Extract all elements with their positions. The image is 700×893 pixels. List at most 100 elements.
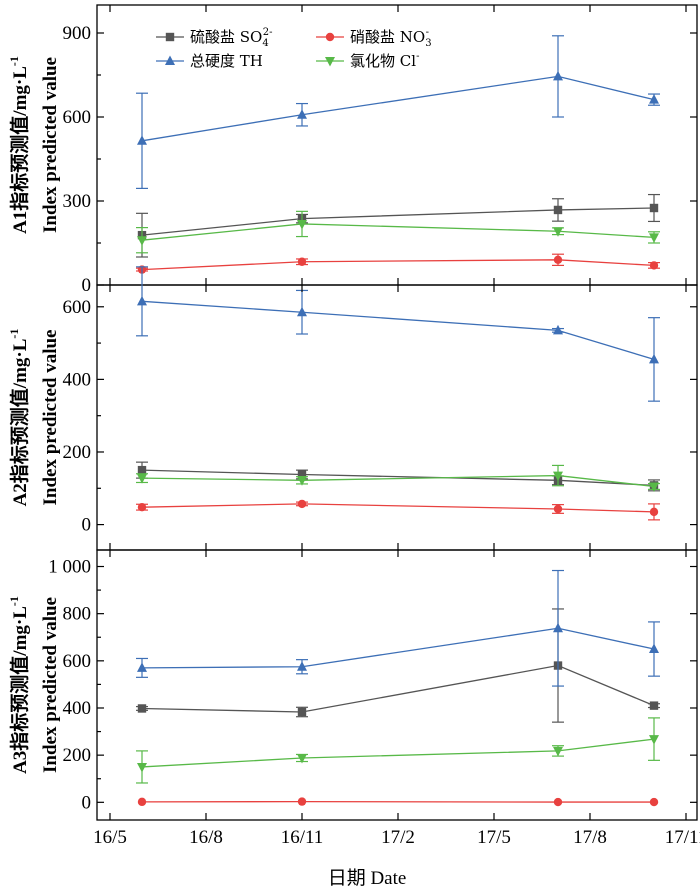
series-line (141, 223, 655, 241)
legend-marker (325, 57, 335, 67)
panel-frame (96, 4, 698, 286)
data-point (649, 203, 659, 213)
series-line (141, 259, 655, 271)
series-th (136, 35, 660, 189)
y-axis-label-en: Index predicted value (40, 330, 61, 506)
legend-formula-sup: - (426, 27, 429, 38)
series-so (136, 193, 660, 258)
series-th (136, 569, 660, 687)
legend-formula-sub: 3 (425, 38, 431, 49)
data-point (649, 233, 659, 243)
legend-item: 硝酸盐 NO3- (316, 27, 432, 49)
legend-formula: TH (240, 52, 263, 70)
data-point (297, 797, 307, 806)
data-point (297, 499, 307, 509)
panel-a3: 0 200 400 600 800 1 000 A3指标预测值/mg·L-1 Index pr… (7, 549, 698, 821)
legend-label: 硝酸盐 NO3- (350, 27, 432, 49)
y-axis-label-en: Index predicted value (40, 57, 61, 233)
series-line (141, 474, 655, 488)
series-no (136, 253, 660, 274)
legend-formula-sub: 4 (262, 38, 268, 49)
series-so (136, 461, 660, 492)
legend-name: 氯化物 (350, 52, 400, 70)
y-tick-label: 0 (82, 515, 92, 536)
legend-formula-sup: 2- (263, 27, 273, 38)
data-point (649, 507, 659, 517)
y-axis-label-sup: -1 (7, 56, 21, 66)
data-point (297, 707, 307, 717)
y-axis-label-sup: -1 (7, 329, 21, 339)
y-tick-label: 600 (63, 297, 92, 318)
data-point (297, 306, 307, 317)
y-axis-label-en: Index predicted value (40, 597, 61, 773)
y-axis-label-cn-text: A2指标预测值/mg·L (8, 339, 31, 507)
data-point (649, 701, 659, 710)
data-point (553, 70, 563, 81)
y-axis-label-cn-text: A1指标预测值/mg·L (8, 66, 31, 234)
series-line (141, 738, 655, 768)
y-tick-label: 400 (63, 369, 92, 390)
legend-label: 总硬度 TH (190, 52, 263, 70)
x-tick-label: 17/2 (381, 827, 415, 848)
y-tick-label: 0 (82, 792, 92, 813)
y-tick-label: 200 (63, 442, 92, 463)
legend-item: 硫酸盐 SO42- (156, 27, 272, 49)
panel-frame (96, 549, 698, 821)
y-tick-label: 1 000 (48, 557, 91, 578)
data-point (137, 236, 147, 246)
data-point (553, 324, 563, 335)
legend-name: 总硬度 (190, 52, 240, 70)
series-line (141, 300, 655, 361)
data-point (137, 662, 147, 672)
y-tick-label: 300 (63, 191, 92, 212)
y-tick-label: 0 (82, 275, 92, 296)
series-line (141, 664, 655, 713)
data-point (297, 219, 307, 230)
legend-name: 硝酸盐 (350, 28, 400, 46)
legend-formula: NO (400, 28, 425, 46)
legend: 硫酸盐 SO42- 硝酸盐 NO3-总硬度 TH 氯化物 Cl- (156, 27, 432, 70)
y-tick-label: 600 (63, 107, 92, 128)
x-tick-label: 17/11 (665, 827, 700, 848)
data-point (297, 109, 307, 119)
data-point (137, 762, 147, 773)
data-point (553, 227, 563, 237)
y-axis-label-cn: A1指标预测值/mg·L-1 (7, 56, 31, 234)
series-line (141, 627, 655, 669)
y-tick-label: 200 (63, 745, 92, 766)
panel-a1: 0 300 600 900 A1指标预测值/mg·L-1 Index predicted … (7, 4, 698, 296)
legend-marker (165, 55, 175, 65)
y-axis-label-sup: -1 (7, 596, 21, 606)
data-point (553, 504, 563, 514)
x-tick-label: 16/5 (93, 827, 127, 848)
legend-label: 氯化物 Cl- (350, 51, 419, 70)
panel-a2: 0 200 400 600 A2指标预测值/mg·L-1 Index predicted … (7, 266, 698, 551)
legend-formula: SO (240, 28, 263, 46)
series-cl (136, 464, 660, 492)
legend-formula: Cl (400, 52, 416, 70)
y-tick-label: 600 (63, 651, 92, 672)
x-tick-label: 17/5 (477, 827, 511, 848)
legend-item: 氯化物 Cl- (316, 51, 419, 70)
data-point (297, 661, 307, 671)
data-point (649, 482, 659, 492)
data-point (649, 353, 659, 364)
legend-item: 总硬度 TH (156, 52, 263, 70)
series-so (136, 608, 660, 723)
legend-formula-sup: - (416, 51, 419, 62)
data-point (553, 255, 563, 264)
data-point (649, 261, 659, 270)
data-point (553, 471, 563, 482)
data-point (137, 135, 147, 145)
data-point (553, 746, 563, 757)
y-axis-label-cn-text: A3指标预测值/mg·L (8, 606, 31, 774)
x-tick-label: 16/8 (189, 827, 223, 848)
data-point (137, 465, 147, 475)
data-point (649, 735, 659, 745)
data-point (137, 502, 147, 512)
y-axis-label-cn: A3指标预测值/mg·L-1 (7, 596, 31, 774)
y-tick-label: 800 (63, 604, 92, 625)
legend-label: 硫酸盐 SO42- (190, 27, 272, 49)
